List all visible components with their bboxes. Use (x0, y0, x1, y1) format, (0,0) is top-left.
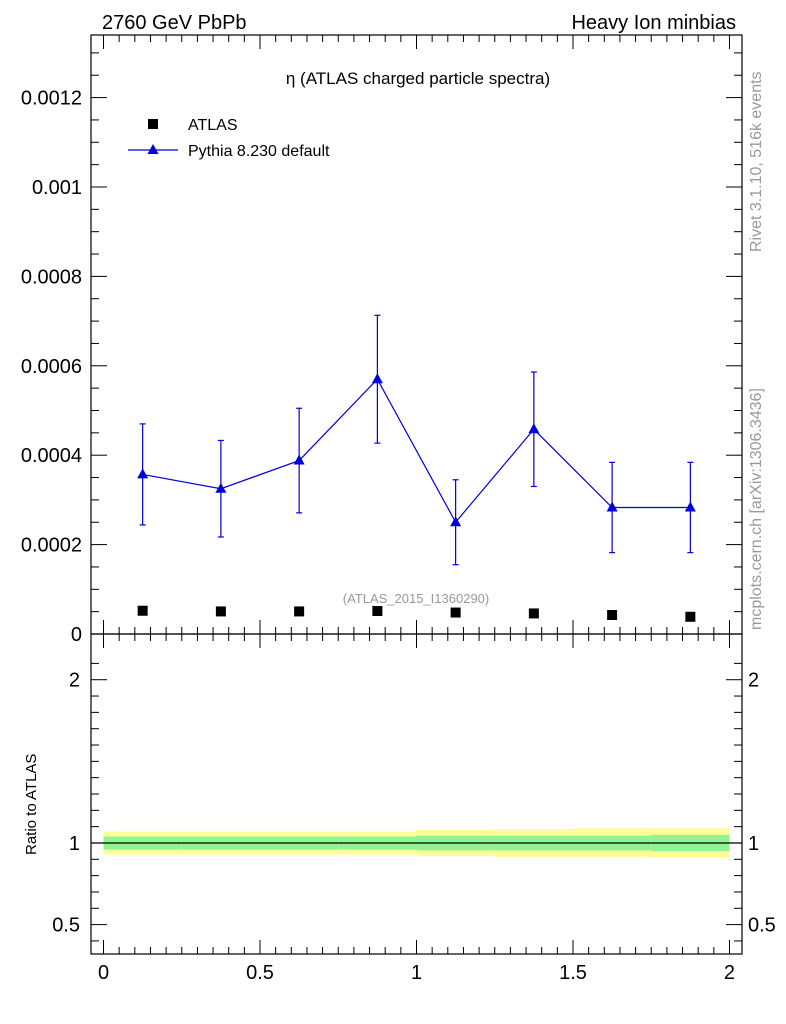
ratio-xtick-label-2: 1 (411, 962, 422, 984)
pythia-point-1 (215, 482, 227, 493)
atlas-point-2 (294, 606, 305, 617)
ratio-ytick-label-right-2: 2 (748, 670, 759, 692)
main-ytick-label-4: 0.0008 (21, 266, 82, 288)
main-ytick-label-5: 0.001 (32, 177, 82, 199)
main-panel: η (ATLAS charged particle spectra) (ATLA… (21, 34, 743, 646)
legend-marker-atlas (148, 119, 158, 129)
legend-entry-atlas: ATLAS (188, 117, 238, 134)
ratio-xtick-label-0: 0 (98, 962, 109, 984)
ratio-ytick-label-right-0: 0.5 (748, 915, 776, 937)
pythia-point-5 (528, 423, 540, 434)
ratio-xtick-label-1: 0.5 (246, 962, 274, 984)
ratio-frame (90, 633, 743, 955)
legend-marker-pythia (147, 144, 159, 154)
pythia-point-2 (293, 454, 305, 465)
header-right: Heavy Ion minbias (571, 12, 736, 34)
ratio-xtick-label-3: 1.5 (559, 962, 587, 984)
chart-title: η (ATLAS charged particle spectra) (286, 69, 550, 88)
ratio-ytick-label-left-1: 1 (69, 833, 80, 855)
pythia-point-7 (684, 501, 696, 512)
atlas-point-7 (685, 611, 696, 622)
main-ytick-label-0: 0 (71, 624, 82, 646)
ratio-panel: 0.5 0.5 1 1 2 2 0 0.5 1 1.5 2 Ratio to ATLAS (23, 633, 776, 984)
pythia-line (142, 378, 691, 524)
side-text-bottom: mcplots.cern.ch [arXiv:1306.3436] (748, 388, 765, 630)
main-ytick-label-2: 0.0004 (21, 445, 82, 467)
main-ytick-label-3: 0.0006 (21, 356, 82, 378)
ratio-ylabel: Ratio to ATLAS (23, 754, 40, 855)
analysis-watermark: (ATLAS_2015_I1360290) (343, 591, 489, 606)
atlas-point-4 (450, 607, 461, 618)
legend: ATLAS Pythia 8.230 default (128, 117, 330, 160)
ratio-ytick-label-left-2: 2 (69, 670, 80, 692)
pythia-point-4 (450, 516, 462, 527)
pythia-point-6 (606, 501, 618, 512)
atlas-point-3 (372, 605, 383, 616)
legend-entry-pythia: Pythia 8.230 default (188, 143, 330, 160)
atlas-point-1 (215, 606, 226, 617)
main-ytick-label-1: 0.0002 (21, 535, 82, 557)
atlas-point-0 (137, 605, 148, 616)
atlas-point-6 (607, 610, 618, 621)
ratio-ytick-label-left-0: 0.5 (52, 915, 80, 937)
atlas-point-5 (528, 608, 539, 619)
ratio-ytick-label-right-1: 1 (748, 833, 759, 855)
main-ytick-label-6: 0.0012 (21, 88, 82, 110)
header-left: 2760 GeV PbPb (102, 12, 247, 34)
side-text-top: Rivet 3.1.10, 516k events (748, 71, 765, 252)
ratio-xtick-label-4: 2 (724, 962, 735, 984)
pythia-point-3 (371, 373, 383, 384)
pythia-point-0 (137, 468, 149, 479)
